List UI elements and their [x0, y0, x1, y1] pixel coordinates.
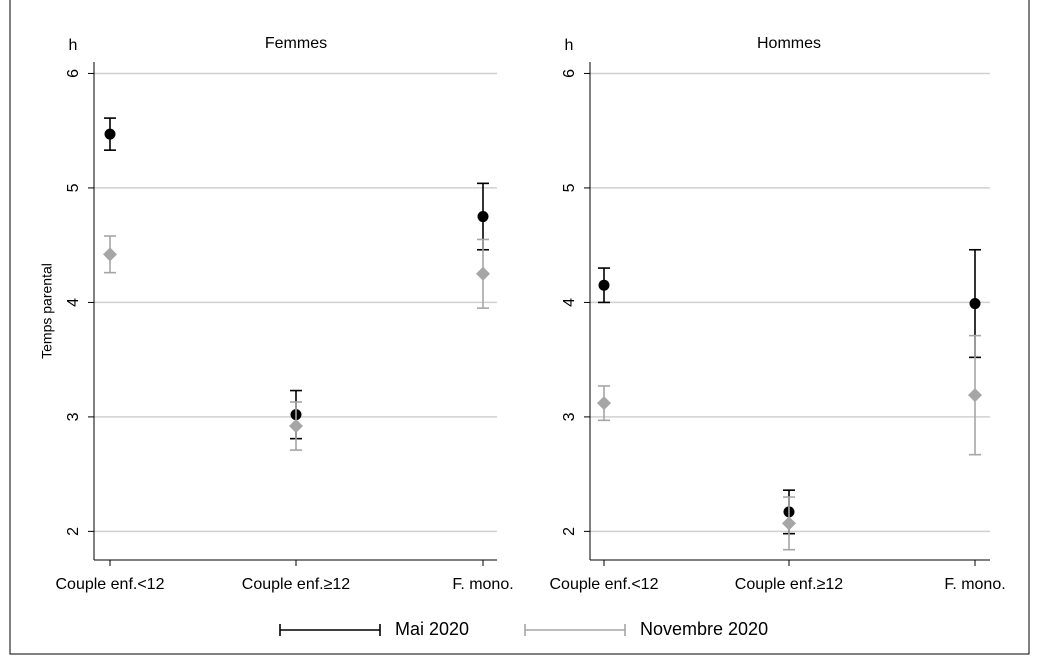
legend-label: Mai 2020 [395, 619, 469, 639]
marker [598, 279, 610, 291]
y-tick-label: 3 [65, 412, 82, 421]
y-tick-label: 5 [65, 183, 82, 192]
x-tick-label: F. mono. [452, 576, 513, 593]
marker [103, 247, 117, 262]
y-tick-label: 4 [65, 298, 82, 307]
x-tick-label: Couple enf.<12 [550, 576, 659, 593]
y-unit: h [565, 37, 574, 54]
marker [968, 388, 982, 403]
marker [104, 128, 116, 140]
x-tick-label: Couple enf.<12 [56, 576, 165, 593]
x-tick-label: Couple enf.≥12 [735, 576, 844, 593]
marker [476, 266, 490, 281]
frame [9, 0, 1030, 655]
y-unit: h [69, 37, 78, 54]
y-tick-label: 2 [65, 527, 82, 536]
y-axis-label: Temps parental [39, 263, 55, 359]
marker [477, 211, 489, 223]
marker [289, 419, 303, 434]
y-tick-label: 2 [561, 527, 578, 536]
y-tick-label: 5 [561, 183, 578, 192]
panel-title: Hommes [757, 35, 821, 52]
y-tick-label: 6 [561, 69, 578, 78]
y-tick-label: 3 [561, 412, 578, 421]
y-tick-label: 6 [65, 69, 82, 78]
x-tick-label: Couple enf.≥12 [242, 576, 351, 593]
marker [969, 298, 981, 310]
panel-title: Femmes [265, 35, 327, 52]
x-tick-label: F. mono. [944, 576, 1005, 593]
marker [597, 396, 611, 411]
legend-label: Novembre 2020 [640, 619, 768, 639]
marker [782, 516, 796, 531]
y-tick-label: 4 [561, 298, 578, 307]
